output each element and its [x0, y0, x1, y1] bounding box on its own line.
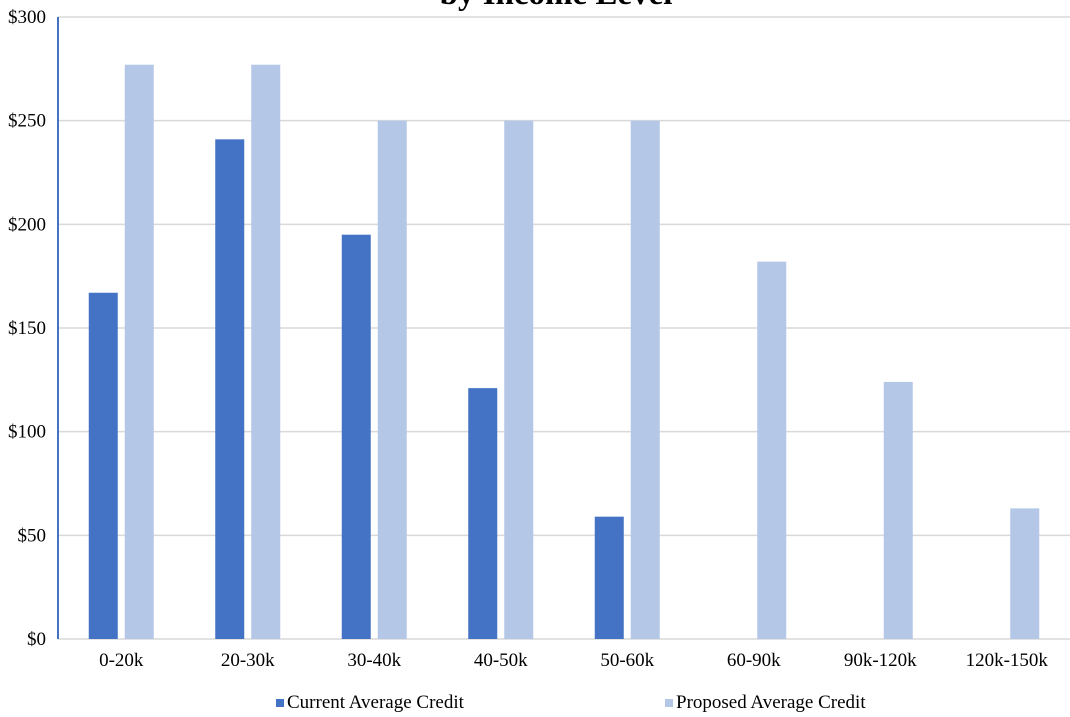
bar-proposed-120k-150k — [1010, 508, 1040, 639]
bars — [88, 64, 1040, 640]
y-tick-label: $250 — [8, 111, 46, 132]
x-tick-label: 40-50k — [474, 650, 528, 671]
bar-current-30-40k — [341, 234, 371, 639]
y-tick-label: $200 — [8, 214, 46, 235]
x-tick-label: 60-90k — [727, 650, 781, 671]
legend-label-proposed: Proposed Average Credit — [676, 692, 866, 713]
x-tick-label: 120k-150k — [966, 650, 1049, 671]
x-tick-label: 50-60k — [600, 650, 654, 671]
legend: Current Average Credit Proposed Average … — [0, 692, 1070, 716]
gridlines — [58, 16, 1070, 640]
legend-swatch-current — [276, 699, 284, 707]
y-tick-label: $0 — [27, 629, 46, 650]
bar-proposed-0-20k — [124, 64, 154, 640]
chart-canvas: $0 $50 $100 $150 $200 $250 $300 0-20k 20-30k 30-4… — [8, 0, 1070, 671]
bar-current-20-30k — [215, 139, 245, 639]
legend-swatch-proposed — [665, 699, 673, 707]
y-tick-label: $300 — [8, 7, 46, 28]
legend-label-current: Current Average Credit — [287, 692, 464, 713]
legend-item-proposed: Proposed Average Credit — [665, 692, 866, 714]
x-tick-label: 20-30k — [221, 650, 275, 671]
bar-current-40-50k — [468, 388, 498, 639]
y-tick-label: $100 — [8, 422, 46, 443]
legend-item-current: Current Average Credit — [276, 692, 464, 714]
bar-current-50-60k — [594, 516, 624, 639]
bar-proposed-20-30k — [251, 64, 281, 640]
axes: $0 $50 $100 $150 $200 $250 $300 0-20k 20-30k 30-4… — [8, 7, 1048, 671]
bar-proposed-90k-120k — [883, 381, 913, 639]
chart-title: by Income Level — [440, 0, 673, 12]
bar-proposed-60-90k — [757, 261, 787, 639]
y-tick-label: $150 — [8, 318, 46, 339]
bar-proposed-40-50k — [504, 120, 534, 639]
x-tick-label: 90k-120k — [844, 650, 917, 671]
bar-current-0-20k — [88, 292, 118, 639]
bar-proposed-30-40k — [377, 120, 407, 639]
y-tick-label: $50 — [18, 525, 47, 546]
x-tick-label: 30-40k — [347, 650, 401, 671]
bar-proposed-50-60k — [630, 120, 660, 639]
x-tick-label: 0-20k — [99, 650, 144, 671]
